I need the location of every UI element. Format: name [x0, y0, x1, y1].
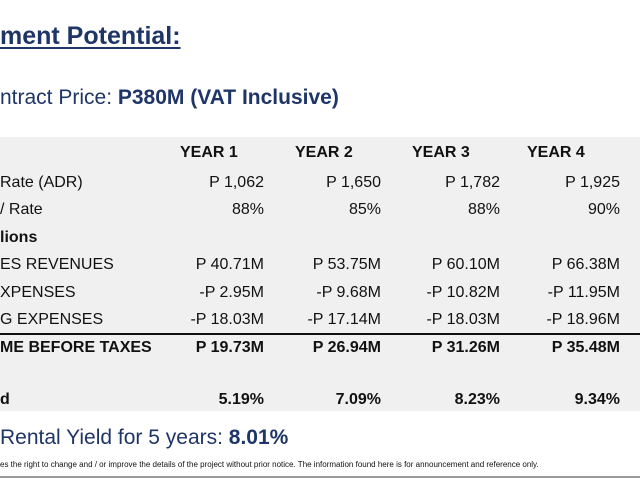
row-value: P 66.38M: [551, 256, 620, 274]
total-value: P 31.26M: [397, 333, 516, 367]
row-value: -P 11.95M: [547, 283, 620, 301]
row-value: [516, 224, 640, 252]
row-value: -P 10.82M: [426, 283, 500, 301]
rental-yield-value: 8.01%: [228, 426, 289, 449]
row-value: P 1,062: [209, 173, 264, 191]
row-value: P 1,782: [445, 173, 500, 191]
row-value: 88%: [467, 201, 500, 219]
contract-price-line: ntract Price: P380M (VAT Inclusive): [0, 86, 339, 110]
row-value: 90%: [587, 201, 620, 219]
row-label: Rate (ADR): [0, 173, 83, 191]
row-value: [280, 224, 397, 252]
row-value: -P 18.96M: [546, 310, 620, 328]
table-header-row: YEAR 1 YEAR 2 YEAR 3 YEAR 4: [0, 137, 640, 169]
row-value: -P 17.14M: [307, 310, 381, 328]
yield-value: 5.19%: [218, 391, 264, 408]
total-row: ME BEFORE TAXES P 19.73M P 26.94M P 31.2…: [0, 333, 640, 367]
year-header: YEAR 1: [180, 144, 238, 161]
total-value: P 19.73M: [160, 333, 280, 367]
rental-yield-line: Rental Yield for 5 years: 8.01%: [0, 426, 288, 450]
row-value: [397, 224, 516, 252]
row-value: 88%: [231, 201, 264, 219]
row-value: -P 2.95M: [199, 283, 264, 301]
yield-row: d 5.19% 7.09% 8.23% 9.34%: [0, 385, 640, 415]
row-label: / Rate: [0, 201, 43, 219]
yield-value: 8.23%: [454, 391, 500, 408]
projection-table: YEAR 1 YEAR 2 YEAR 3 YEAR 4 Rate (ADR) P…: [0, 137, 640, 415]
total-label: ME BEFORE TAXES: [0, 333, 160, 367]
row-value: P 53.75M: [312, 256, 381, 274]
table-section-row: lions: [0, 224, 640, 252]
year-header: YEAR 4: [527, 144, 585, 161]
row-value: P 40.71M: [195, 256, 264, 274]
total-value: P 26.94M: [280, 333, 397, 367]
page-heading: ment Potential:: [0, 22, 181, 50]
header-label-cell: [0, 137, 160, 169]
row-value: 85%: [348, 201, 381, 219]
section-label: lions: [0, 228, 38, 246]
row-value: P 1,650: [326, 173, 381, 191]
yield-label: d: [0, 391, 10, 408]
table-row: Rate (ADR) P 1,062 P 1,650 P 1,782 P 1,9…: [0, 169, 640, 197]
spacer-row: [0, 367, 640, 385]
row-value: -P 18.03M: [190, 310, 264, 328]
rental-yield-label: Rental Yield for 5 years:: [0, 426, 229, 449]
row-value: -P 18.03M: [426, 310, 500, 328]
contract-price-label: ntract Price:: [0, 86, 118, 109]
contract-price-value: P380M (VAT Inclusive): [117, 86, 339, 109]
table-row: ES REVENUES P 40.71M P 53.75M P 60.10M P…: [0, 252, 640, 280]
disclaimer-text: es the right to change and / or improve …: [0, 460, 539, 469]
table-row: G EXPENSES -P 18.03M -P 17.14M -P 18.03M…: [0, 307, 640, 335]
bottom-divider: [0, 476, 640, 478]
row-label: ES REVENUES: [0, 256, 114, 274]
yield-value: 9.34%: [574, 391, 620, 408]
row-value: -P 9.68M: [316, 283, 381, 301]
row-label: XPENSES: [0, 283, 76, 301]
yield-value: 7.09%: [335, 391, 381, 408]
table-row: XPENSES -P 2.95M -P 9.68M -P 10.82M -P 1…: [0, 279, 640, 307]
year-header: YEAR 2: [295, 144, 353, 161]
row-value: P 1,925: [565, 173, 620, 191]
year-header: YEAR 3: [412, 144, 470, 161]
total-value: P 35.48M: [516, 333, 640, 367]
row-value: P 60.10M: [431, 256, 500, 274]
row-value: [160, 224, 280, 252]
table-row: / Rate 88% 85% 88% 90%: [0, 197, 640, 225]
row-label: G EXPENSES: [0, 310, 104, 328]
